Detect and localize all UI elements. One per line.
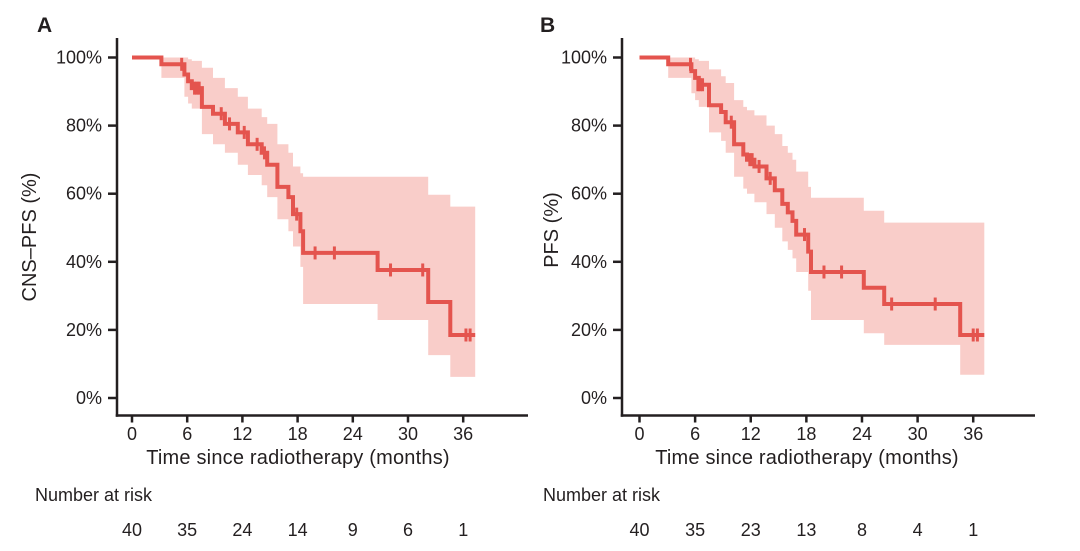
y-tick-label: 100% [561, 48, 607, 68]
risk-count: 1 [458, 520, 468, 540]
y-tick-label: 60% [66, 184, 102, 204]
confidence-band [161, 57, 476, 377]
risk-count: 24 [232, 520, 252, 540]
x-tick-label: 12 [741, 424, 761, 444]
risk-count: 9 [348, 520, 358, 540]
km-panel-b: 0 40 6 35 12 23 18 13 24 8 30 4 36 1 0% 20% 40% 60% 80% 100… [561, 38, 1035, 540]
risk-count: 14 [288, 520, 308, 540]
risk-count: 13 [796, 520, 816, 540]
x-tick-label: 36 [453, 424, 473, 444]
risk-count: 23 [741, 520, 761, 540]
panel-a-y-axis-title: CNS–PFS (%) [19, 172, 41, 302]
x-tick-label: 24 [852, 424, 872, 444]
x-tick-label: 6 [182, 424, 192, 444]
x-tick-label: 24 [343, 424, 363, 444]
x-tick-label: 0 [634, 424, 644, 444]
x-tick-label: 0 [127, 424, 137, 444]
risk-count: 6 [403, 520, 413, 540]
km-panel-a: 0 40 6 35 12 24 18 14 24 9 30 6 36 1 0% 20% 40% 60% 80% 100… [56, 38, 528, 540]
y-tick-label: 0% [76, 388, 102, 408]
panel-b-y-axis-title: PFS (%) [541, 192, 563, 268]
y-tick-label: 100% [56, 48, 102, 68]
x-tick-label: 6 [690, 424, 700, 444]
x-tick-label: 12 [232, 424, 252, 444]
risk-count: 4 [913, 520, 923, 540]
panel-a-risk-heading: Number at risk [35, 485, 153, 505]
survival-curve [132, 55, 476, 337]
risk-count: 40 [122, 520, 142, 540]
x-tick-label: 30 [398, 424, 418, 444]
x-tick-label: 36 [963, 424, 983, 444]
risk-count: 35 [685, 520, 705, 540]
y-tick-label: 20% [571, 320, 607, 340]
y-tick-label: 40% [571, 252, 607, 272]
panel-b-label: B [540, 14, 556, 37]
y-tick-label: 80% [571, 116, 607, 136]
x-tick-label: 18 [288, 424, 308, 444]
risk-count: 8 [857, 520, 867, 540]
y-tick-label: 40% [66, 252, 102, 272]
y-tick-label: 20% [66, 320, 102, 340]
confidence-band [668, 57, 985, 375]
x-tick-label: 30 [908, 424, 928, 444]
risk-count: 35 [177, 520, 197, 540]
y-tick-label: 0% [581, 388, 607, 408]
x-tick-label: 18 [796, 424, 816, 444]
y-tick-label: 80% [66, 116, 102, 136]
risk-count: 40 [629, 520, 649, 540]
panel-a-x-axis-title: Time since radiotherapy (months) [146, 447, 450, 469]
panel-b-x-axis-title: Time since radiotherapy (months) [655, 447, 959, 469]
panel-b-risk-heading: Number at risk [543, 485, 661, 505]
y-tick-label: 60% [571, 184, 607, 204]
panel-a-label: A [37, 14, 53, 37]
risk-count: 1 [968, 520, 978, 540]
